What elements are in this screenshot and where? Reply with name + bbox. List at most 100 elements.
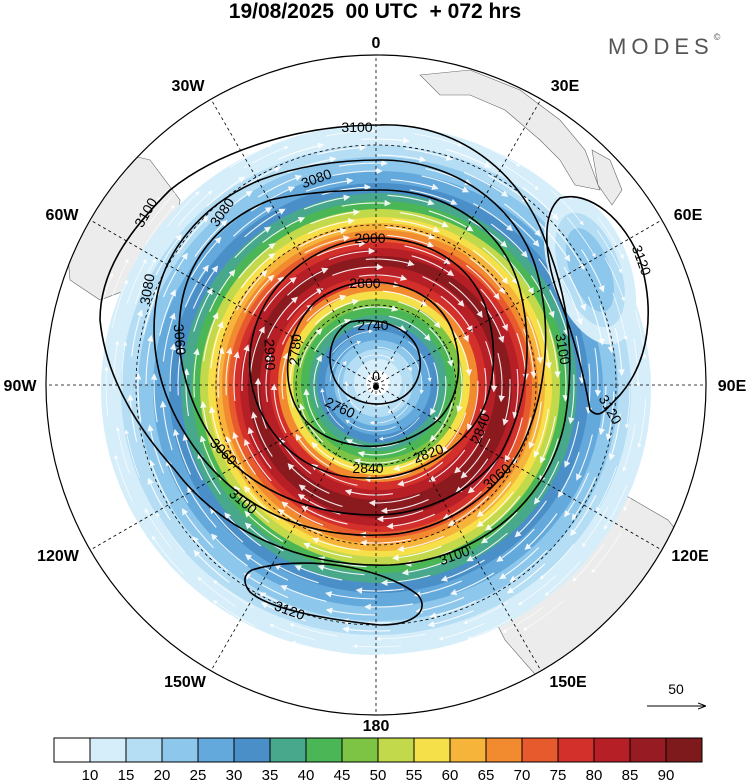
streamline <box>307 217 355 235</box>
streamline <box>297 493 341 515</box>
streamline <box>99 428 114 476</box>
lon-label-60e: 60E <box>674 207 703 224</box>
colorbar-swatch <box>521 737 559 763</box>
streamline <box>314 298 360 325</box>
streamline <box>159 400 173 451</box>
meridian-line <box>210 384 377 671</box>
streamline <box>523 139 565 170</box>
colorbar-swatch <box>449 737 487 763</box>
streamline <box>585 363 593 414</box>
streamline <box>487 174 529 203</box>
streamline <box>251 411 273 457</box>
streamline <box>233 207 273 237</box>
streamline <box>597 217 624 259</box>
streamline <box>623 466 643 512</box>
streamline <box>441 412 467 453</box>
streamline <box>147 424 165 474</box>
streamline <box>317 556 367 568</box>
streamline <box>352 644 402 649</box>
streamline <box>244 510 284 542</box>
colorbar-swatch <box>377 737 415 763</box>
streamline <box>435 302 469 343</box>
streamline <box>254 377 267 429</box>
streamline <box>332 263 384 276</box>
streamline <box>455 458 489 493</box>
colorbar-swatch <box>197 737 235 763</box>
streamline <box>200 401 216 451</box>
streamline <box>294 565 343 581</box>
streamline <box>394 123 442 133</box>
colorbar-tick-label: 70 <box>514 767 531 782</box>
streamline <box>147 188 180 226</box>
streamline <box>289 357 296 408</box>
streamline <box>380 499 429 514</box>
streamline <box>387 194 435 206</box>
streamline <box>184 264 209 308</box>
streamline <box>310 209 360 225</box>
streamline <box>503 254 534 295</box>
contour-label: 2900 <box>354 230 385 246</box>
streamline <box>591 532 622 574</box>
colorbar-swatch <box>125 737 163 763</box>
contour-3060 <box>178 189 528 516</box>
contour-label: 2840 <box>352 460 383 476</box>
streamline <box>467 380 479 431</box>
brand-name: MODES <box>608 34 714 59</box>
streamline <box>564 421 580 468</box>
streamline <box>244 485 280 521</box>
streamline <box>386 226 436 240</box>
streamline <box>407 341 432 382</box>
colorbar-tick-label: 20 <box>154 767 171 782</box>
streamline <box>130 531 161 573</box>
meridian-line <box>90 219 377 386</box>
meridian-line <box>375 219 662 386</box>
lon-label-30e: 30E <box>551 78 580 95</box>
lon-label-120e: 120E <box>671 548 709 565</box>
streamline <box>150 373 158 423</box>
colorbar-tick-label: 85 <box>622 767 639 782</box>
streamline <box>608 413 621 461</box>
streamline <box>460 438 491 479</box>
contour-label: 3100 <box>552 332 573 366</box>
streamline <box>197 576 236 607</box>
streamline <box>392 545 442 561</box>
lon-label-90w: 90W <box>4 378 38 395</box>
streamline <box>187 486 217 528</box>
streamline <box>135 258 156 304</box>
streamline <box>187 600 229 631</box>
streamline <box>113 340 120 389</box>
streamline <box>401 346 424 395</box>
streamline <box>509 549 548 583</box>
streamline <box>524 513 558 551</box>
lon-label-90e: 90E <box>718 378 747 395</box>
streamline <box>145 204 175 245</box>
brand-logo: MODES© <box>608 32 720 60</box>
streamline <box>377 346 412 372</box>
streamline <box>448 281 483 318</box>
streamline <box>539 543 575 580</box>
colorbar: 10 15 20 25 30 35 40 45 50 55 60 65 70 75 80 85 90 <box>53 737 703 782</box>
colorbar-swatch <box>233 737 271 763</box>
streamline <box>477 143 521 167</box>
streamline <box>439 648 488 665</box>
streamline <box>264 105 313 122</box>
streamline <box>476 491 514 528</box>
streamline <box>397 461 444 487</box>
streamline <box>596 466 617 512</box>
streamline <box>234 226 272 259</box>
streamline <box>206 176 246 207</box>
streamline <box>277 508 322 534</box>
streamline <box>280 585 327 602</box>
colorbar-swatch <box>161 737 199 763</box>
streamline <box>376 633 426 642</box>
streamline <box>434 376 447 424</box>
streamline <box>257 174 303 198</box>
streamline <box>497 161 539 191</box>
streamline <box>299 227 347 248</box>
streamline <box>194 219 228 257</box>
streamline <box>421 175 470 193</box>
streamline <box>490 223 528 258</box>
streamline <box>241 344 250 392</box>
streamline <box>411 255 455 277</box>
map-border <box>45 54 707 716</box>
